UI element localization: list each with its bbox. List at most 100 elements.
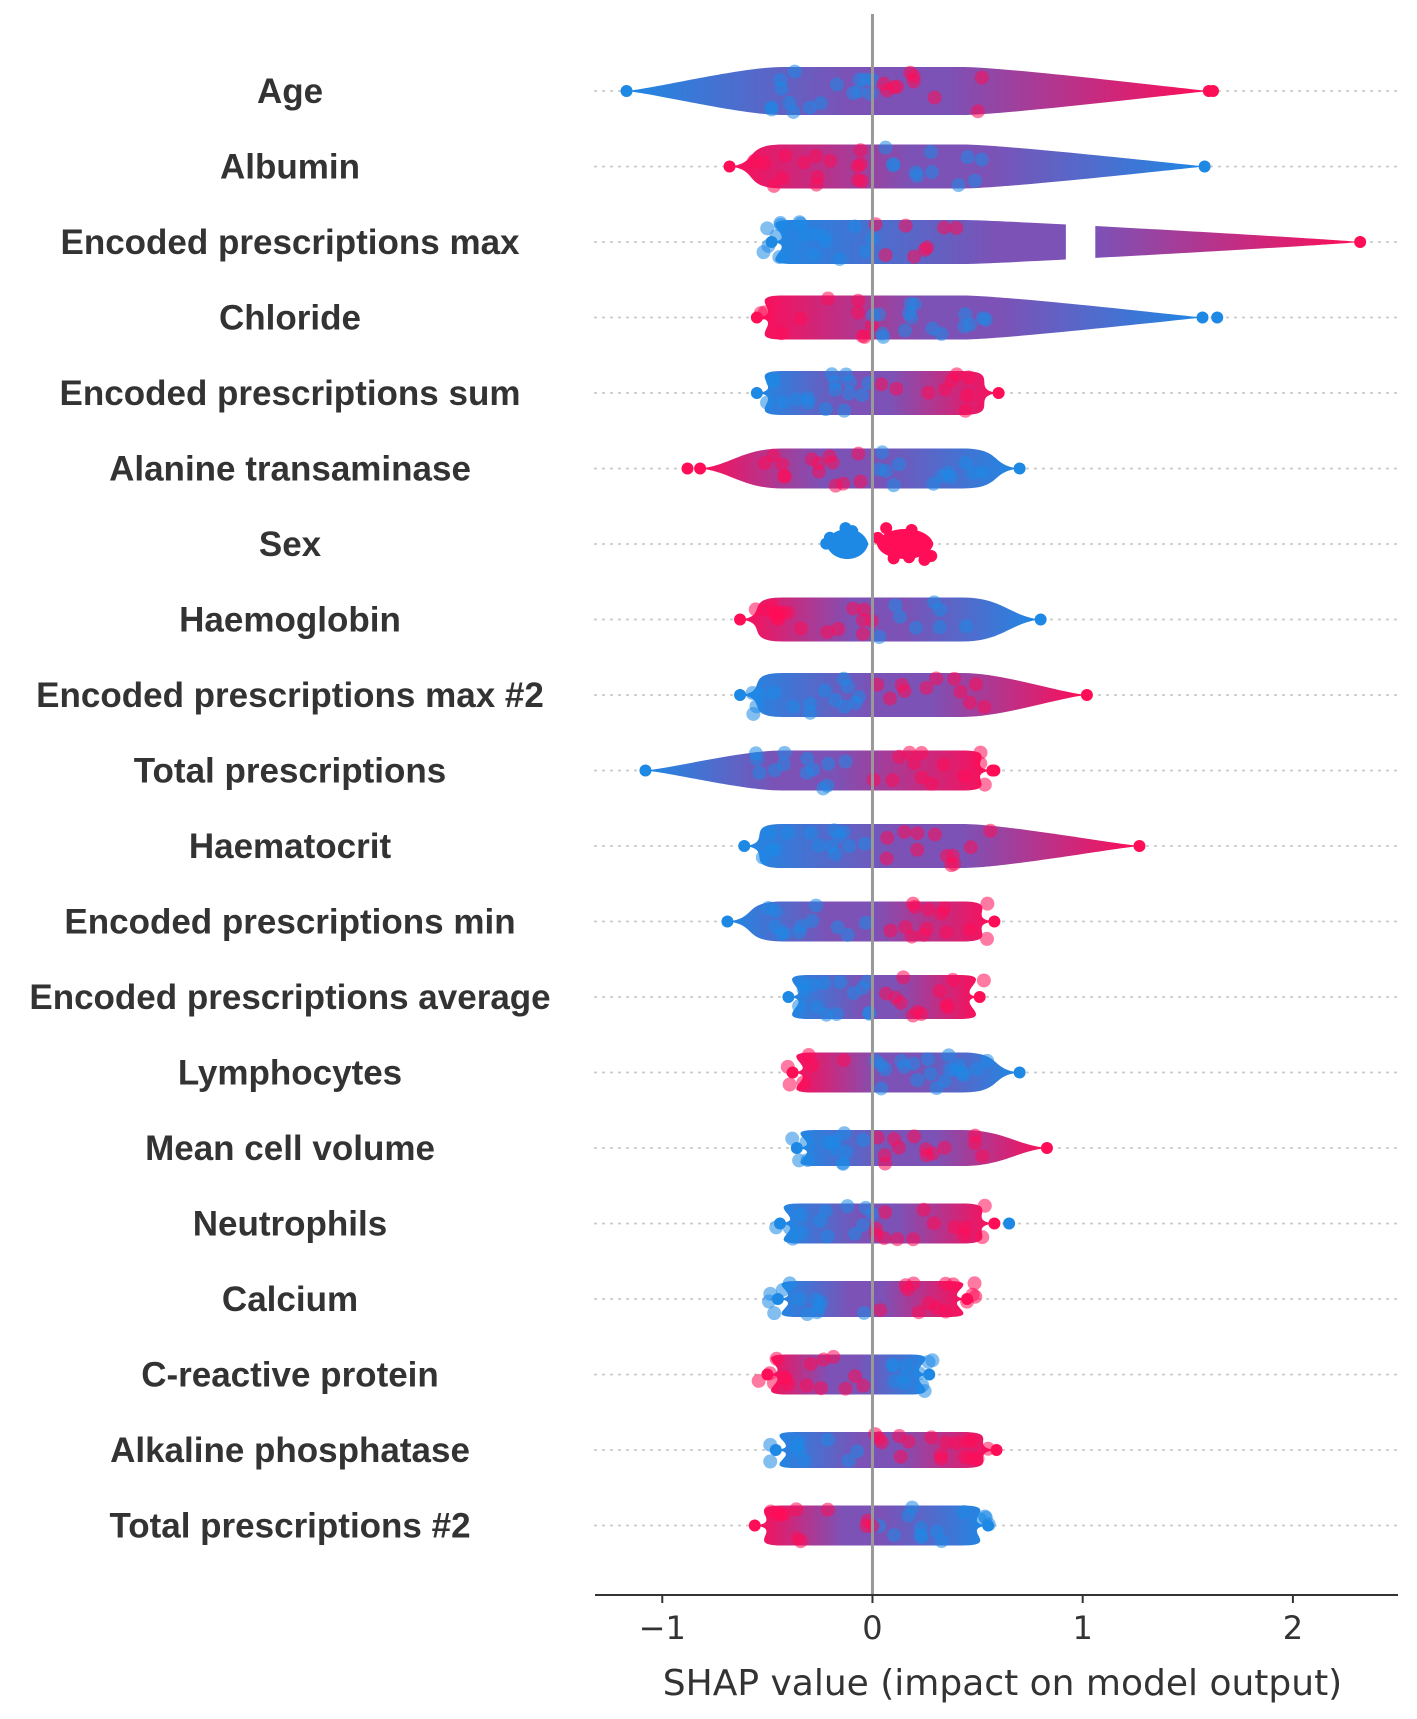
swarm-point (906, 1056, 921, 1071)
swarm-point (828, 693, 843, 708)
swarm-point (920, 1052, 935, 1067)
swarm-min-point (721, 915, 734, 928)
swarm-point (853, 474, 868, 489)
swarm-point (909, 620, 924, 635)
swarm-point (800, 1153, 815, 1168)
swarm-point (895, 543, 908, 556)
swarm-min-point (639, 764, 652, 777)
swarm-point (817, 683, 832, 698)
swarm-point (851, 293, 866, 308)
swarm-point (823, 153, 838, 168)
swarm-point (918, 546, 931, 559)
swarm-point (804, 452, 819, 467)
swarm-point (762, 825, 777, 840)
feature-label: Chloride (219, 299, 361, 338)
swarm-point (927, 827, 942, 842)
swarm-neutrophils (769, 1198, 1016, 1247)
swarm-point (777, 925, 792, 940)
swarm-point (929, 671, 944, 686)
swarm-point (897, 824, 912, 839)
swarm-min-point (769, 1444, 782, 1456)
swarm-min-point (790, 1142, 803, 1154)
swarm-max-point (1080, 689, 1093, 701)
swarm-point (850, 1444, 865, 1459)
swarm-point (916, 1202, 931, 1217)
swarm-point (777, 745, 792, 760)
feature-labels: Age Albumin Encoded prescriptions max Chlor… (29, 72, 550, 1546)
swarm-point (939, 925, 954, 940)
x-axis-title: SHAP value (impact on model output) (663, 1663, 1342, 1704)
swarm-min-point (734, 689, 747, 701)
swarm-point (853, 143, 868, 158)
swarm-body (729, 144, 1205, 189)
x-tick-label: 0 (862, 1609, 882, 1647)
swarm-min-point (750, 311, 763, 324)
swarm-point (962, 695, 977, 710)
swarm-point (804, 1356, 819, 1371)
swarm-point (862, 1006, 877, 1021)
swarm-point (876, 329, 891, 344)
swarm-point (747, 153, 762, 168)
swarm-min-point (750, 387, 763, 399)
swarm-point (915, 1378, 930, 1393)
swarm-point (777, 469, 792, 484)
swarm-encoded-prescriptions-min (721, 896, 1001, 946)
swarm-point (919, 680, 934, 695)
swarm-point (793, 1207, 808, 1222)
swarm-point (841, 1453, 856, 1468)
swarm-haemoglobin (734, 595, 1047, 645)
swarm-point (813, 1213, 828, 1228)
swarm-point (800, 751, 815, 766)
swarm-point (856, 1133, 871, 1148)
swarm-point (846, 986, 861, 1001)
swarm-point (794, 918, 809, 933)
swarm-point (914, 770, 929, 785)
swarm-point (878, 1156, 893, 1171)
swarm-point (890, 79, 905, 94)
swarm-point (778, 148, 793, 163)
swarm-point (910, 1073, 925, 1088)
swarm-point (802, 100, 817, 115)
feature-label: Age (257, 72, 323, 111)
swarm-point (775, 171, 790, 186)
swarm-point (778, 1371, 793, 1386)
swarm-point (893, 1449, 908, 1464)
swarm-point (919, 1148, 934, 1163)
swarm-point (907, 297, 922, 312)
swarm-point (840, 927, 855, 942)
swarm-point (789, 392, 804, 407)
swarm-point (782, 1221, 797, 1236)
feature-label: Total prescriptions (134, 752, 446, 791)
swarm-point (980, 1053, 995, 1068)
swarm-point (900, 1282, 915, 1297)
swarm-point (814, 1381, 829, 1396)
swarm-point (804, 913, 819, 928)
swarm-haematocrit (738, 823, 1146, 873)
swarm-point (770, 610, 785, 625)
feature-label: Lymphocytes (178, 1054, 402, 1093)
swarm-point (921, 902, 936, 917)
swarm-point (959, 619, 974, 634)
swarm-point (882, 691, 897, 706)
swarm-point (925, 321, 940, 336)
swarm-point (817, 975, 832, 990)
swarm-point (768, 904, 783, 919)
swarm-point (796, 1075, 811, 1090)
swarm-point (803, 825, 818, 840)
swarm-point (938, 1435, 953, 1450)
swarm-point (936, 757, 951, 772)
swarm-point (957, 319, 972, 334)
swarm-point (854, 388, 869, 403)
swarm-point (941, 1048, 956, 1063)
swarm-point (896, 970, 911, 985)
swarm-point (903, 551, 916, 564)
swarm-point (913, 1528, 928, 1543)
swarm-min-point (748, 1519, 761, 1532)
swarm-point (974, 70, 989, 85)
swarm-point (811, 838, 826, 853)
swarm-point (880, 830, 895, 845)
swarm-calcium (761, 1276, 983, 1322)
swarm-point (760, 221, 775, 236)
swarm-point (855, 626, 870, 641)
swarm-point (757, 456, 772, 471)
